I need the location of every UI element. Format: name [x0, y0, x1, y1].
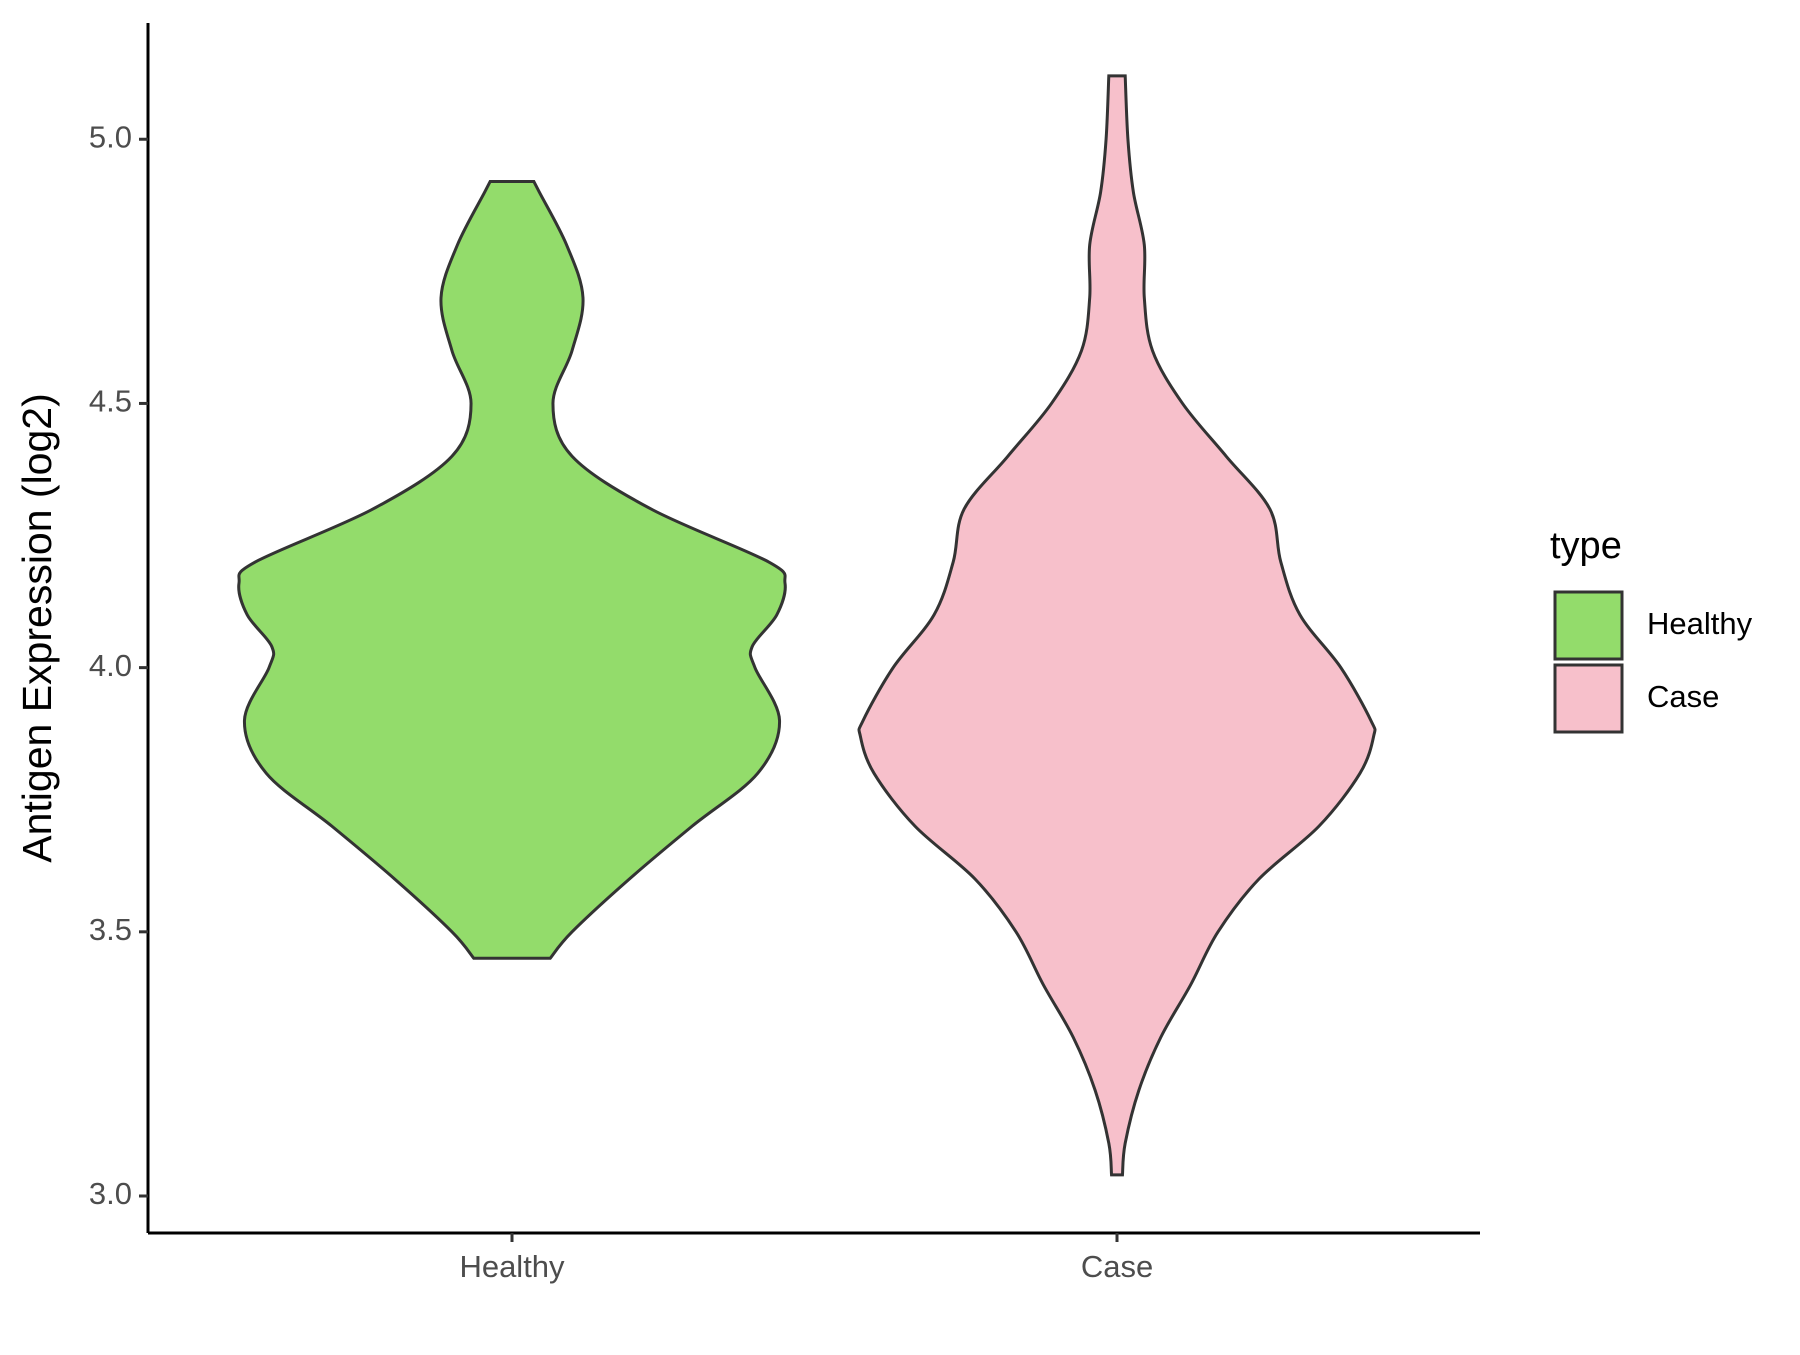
- y-tick-label: 5.0: [89, 119, 132, 154]
- violin: [857, 74, 1377, 1177]
- legend-swatch: [1553, 590, 1624, 661]
- violin: [237, 180, 787, 960]
- x-tick-label: Healthy: [459, 1249, 565, 1284]
- legend-label: Healthy: [1647, 606, 1753, 641]
- legend-swatch: [1553, 663, 1624, 734]
- y-tick-label: 3.0: [89, 1176, 132, 1211]
- legend-label: Case: [1647, 679, 1719, 714]
- y-tick-label: 3.5: [89, 912, 132, 947]
- legend-title: type: [1550, 525, 1622, 567]
- y-tick-label: 4.5: [89, 384, 132, 419]
- x-tick-label: Case: [1081, 1249, 1153, 1284]
- y-tick-label: 4.0: [89, 648, 132, 683]
- y-axis-title: Antigen Expression (log2): [14, 393, 60, 862]
